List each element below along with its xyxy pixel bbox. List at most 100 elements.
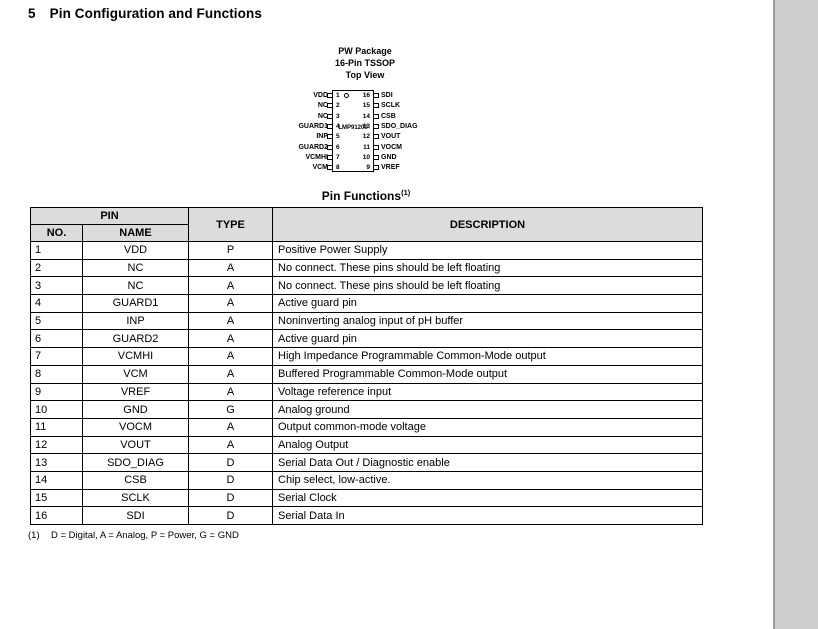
pin-stub-right-16 (373, 93, 379, 98)
pin-name: INP (82, 311, 189, 331)
pin-name: NC (82, 258, 189, 278)
table-row: 1 VDD P Positive Power Supply (30, 241, 703, 260)
pin-type: A (188, 276, 273, 296)
pin-label-left-5: INP (316, 133, 328, 140)
table-row: 9 VREF A Voltage reference input (30, 382, 703, 402)
pin-label-left-6: GUARD2 (298, 144, 328, 151)
pin-description: Noninverting analog input of pH buffer (272, 311, 703, 331)
pin-no: 8 (30, 364, 83, 384)
pin-no: 10 (30, 400, 83, 419)
table-row: 16 SDI D Serial Data In (30, 506, 703, 525)
pin-num-3: 3 (336, 113, 340, 120)
pin-no: 11 (30, 417, 83, 437)
table-row: 11 VOCM A Output common-mode voltage (30, 417, 703, 437)
pin-stub-right-11 (373, 145, 379, 150)
pin-num-15: 15 (362, 102, 370, 109)
pin-functions-table: PIN TYPE DESCRIPTION NO. NAME 1 VDD P Posit… (30, 207, 703, 525)
viewer-margin (773, 0, 818, 629)
pin-description: Output common-mode voltage (272, 417, 703, 437)
table-row: 14 CSB D Chip select, low-active. (30, 470, 703, 490)
pin-type: A (188, 294, 273, 313)
pin-label-right-10: GND (381, 154, 397, 161)
pin-type: A (188, 417, 273, 437)
pin-label-left-7: VCMHI (305, 154, 328, 161)
pin-type: A (188, 258, 273, 278)
pin-type: D (188, 453, 273, 472)
pin-no: 1 (30, 241, 83, 260)
pin-stub-left-1 (327, 93, 333, 98)
pin-label-right-9: VREF (381, 164, 400, 171)
header-description: DESCRIPTION (272, 207, 703, 242)
header-row-2: NO. NAME (30, 224, 703, 242)
pin-type: A (188, 329, 273, 349)
pin-type: A (188, 435, 273, 455)
pin1-indicator-dot (344, 93, 349, 98)
pin-num-1: 1 (336, 92, 340, 99)
pin-type: A (188, 382, 273, 402)
pin-label-right-14: CSB (381, 113, 396, 120)
package-title: PW Package 16-Pin TSSOP Top View (280, 45, 450, 81)
table-row: 10 GND G Analog ground (30, 400, 703, 419)
pin-description: Serial Clock (272, 488, 703, 508)
pin-num-10: 10 (362, 154, 370, 161)
pin-label-right-13: SDO_DIAG (381, 123, 418, 130)
pin-name: SDO_DIAG (82, 453, 189, 472)
table-row: 2 NC A No connect. These pins should be lef… (30, 258, 703, 278)
pin-label-left-4: GUARD1 (298, 123, 328, 130)
pin-stub-left-8 (327, 165, 333, 170)
pin-description: No connect. These pins should be left fl… (272, 258, 703, 278)
pin-name: VREF (82, 382, 189, 402)
table-row: 15 SCLK D Serial Clock (30, 488, 703, 508)
pin-description: Active guard pin (272, 329, 703, 349)
header-no: NO. (30, 224, 83, 242)
pin-description: Serial Data Out / Diagnostic enable (272, 453, 703, 472)
pin-no: 13 (30, 453, 83, 472)
pin-num-16: 16 (362, 92, 370, 99)
pin-stub-left-7 (327, 155, 333, 160)
table-footnote: (1) D = Digital, A = Analog, P = Power, … (28, 530, 239, 541)
pin-name: GND (82, 400, 189, 419)
footnote-ref: (1) (401, 188, 411, 197)
pin-stub-right-15 (373, 103, 379, 108)
pin-description: Active guard pin (272, 294, 703, 313)
pin-num-6: 6 (336, 144, 340, 151)
chip-body (332, 90, 374, 172)
pin-label-right-15: SCLK (381, 102, 401, 109)
pin-no: 9 (30, 382, 83, 402)
package-title-line2: 16-Pin TSSOP (334, 58, 396, 68)
header-row-1: PIN TYPE DESCRIPTION (30, 207, 703, 242)
pin-name: SCLK (82, 488, 189, 508)
pin-description: No connect. These pins should be left fl… (272, 276, 703, 296)
pin-description: Chip select, low-active. (272, 470, 703, 490)
pin-description: Serial Data In (272, 506, 703, 525)
pin-stub-right-9 (373, 165, 379, 170)
pin-description: Buffered Programmable Common-Mode output (272, 364, 703, 384)
pin-functions-title-text: Pin Functions (321, 189, 402, 203)
pin-num-8: 8 (336, 164, 340, 171)
pin-stub-right-14 (373, 114, 379, 119)
header-type: TYPE (188, 207, 273, 242)
pin-type: D (188, 470, 273, 490)
footnote-text: D = Digital, A = Analog, P = Power, G = … (51, 530, 239, 541)
header-pin: PIN (30, 207, 189, 225)
pin-name: GUARD1 (82, 294, 189, 313)
pin-no: 6 (30, 329, 83, 349)
pin-num-5: 5 (336, 133, 340, 140)
pin-no: 12 (30, 435, 83, 455)
pin-type: A (188, 311, 273, 331)
pin-type: P (188, 241, 273, 260)
pin-name: VCM (82, 364, 189, 384)
pin-name: VOUT (82, 435, 189, 455)
table-row: 12 VOUT A Analog Output (30, 435, 703, 455)
pin-label-left-2: NC (317, 102, 328, 109)
pin-type: G (188, 400, 273, 419)
pin-description: Positive Power Supply (272, 241, 703, 260)
pin-label-left-3: NC (317, 113, 328, 120)
pin-label-left-1: VDD (313, 92, 328, 99)
pin-num-11: 11 (363, 144, 370, 151)
table-row: 13 SDO_DIAG D Serial Data Out / Diagnostic … (30, 453, 703, 472)
pin-stub-left-4 (327, 124, 333, 129)
pin-no: 3 (30, 276, 83, 296)
pin-name: VDD (82, 241, 189, 260)
pin-type: D (188, 488, 273, 508)
